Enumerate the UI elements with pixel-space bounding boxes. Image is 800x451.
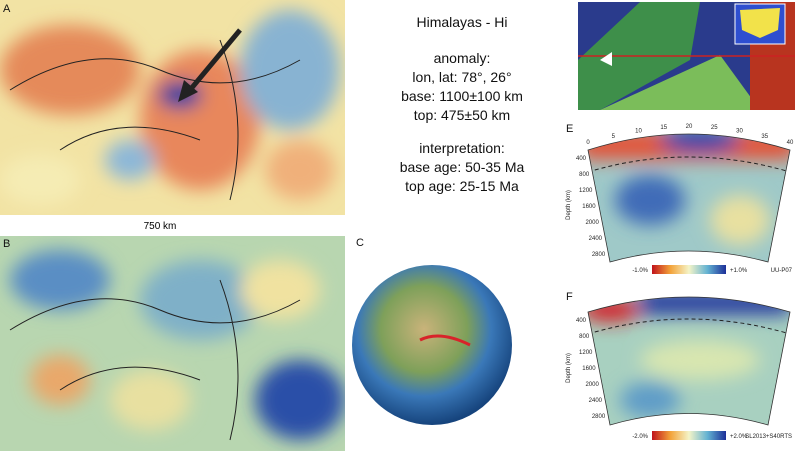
base-depth: base: 1100±100 km	[401, 88, 523, 104]
depth-tick-label: 800	[579, 334, 590, 340]
depth-tick-label: 800	[579, 172, 590, 178]
scale-max: +2.0%	[730, 434, 748, 440]
scale-min: -1.0%	[632, 268, 648, 274]
distance-tick-label: 30	[736, 129, 743, 135]
panel-label: A	[3, 3, 11, 15]
distance-tick-label: 20	[686, 124, 693, 130]
color-bar	[652, 431, 726, 440]
distance-tick-label: 25	[711, 125, 718, 131]
anomaly-heading: anomaly:	[434, 50, 491, 66]
depth-tick-label: 400	[576, 156, 587, 162]
scale-label: 750 km	[144, 221, 177, 232]
location-map	[578, 2, 795, 110]
lonlat: lon, lat: 78°, 26°	[412, 69, 511, 85]
top-depth: top: 475±50 km	[414, 107, 510, 123]
depth-tick-label: 2400	[589, 236, 603, 242]
distance-tick-label: 0	[586, 140, 590, 146]
distance-tick-label: 5	[612, 134, 616, 140]
cross-section-e	[588, 134, 790, 262]
depth-tick-label: 1200	[579, 188, 593, 194]
globe	[352, 265, 512, 425]
distance-tick-label: 35	[761, 134, 768, 140]
depth-tick-label: 2000	[585, 220, 599, 226]
axis-label: Depth (km)	[566, 190, 572, 220]
depth-tick-label: 2800	[592, 252, 606, 258]
panel-label: E	[566, 123, 573, 135]
title: Himalayas - Hi	[416, 14, 507, 30]
section-line	[419, 334, 471, 347]
panel-label: C	[356, 237, 364, 249]
interpretation-heading: interpretation:	[419, 140, 505, 156]
base-age: base age: 50-35 Ma	[400, 159, 525, 175]
model-name: UU-P07	[771, 268, 793, 274]
color-bar	[652, 265, 726, 274]
depth-tick-label: 2800	[592, 414, 606, 420]
depth-tick-label: 1200	[579, 350, 593, 356]
depth-tick-label: 1600	[582, 366, 596, 372]
distance-tick-label: 15	[660, 125, 667, 131]
depth-tick-label: 2400	[589, 398, 603, 404]
depth-tick-label: 2000	[585, 382, 599, 388]
model-name: SL2013+S40RTS	[745, 434, 792, 440]
scale-max: +1.0%	[730, 268, 748, 274]
tomography-map-a	[0, 0, 345, 215]
depth-tick-label: 1600	[582, 204, 596, 210]
distance-tick-label: 10	[635, 129, 642, 135]
depth-tick-label: 400	[576, 318, 587, 324]
panel-label: B	[3, 238, 10, 250]
scale-min: -2.0%	[632, 434, 648, 440]
axis-label: Depth (km)	[566, 353, 572, 383]
distance-tick-label: 40	[787, 140, 794, 146]
top-age: top age: 25-15 Ma	[405, 178, 519, 194]
panel-label: F	[566, 291, 573, 303]
tomography-map-b	[0, 236, 345, 451]
cross-section-f	[588, 297, 790, 425]
